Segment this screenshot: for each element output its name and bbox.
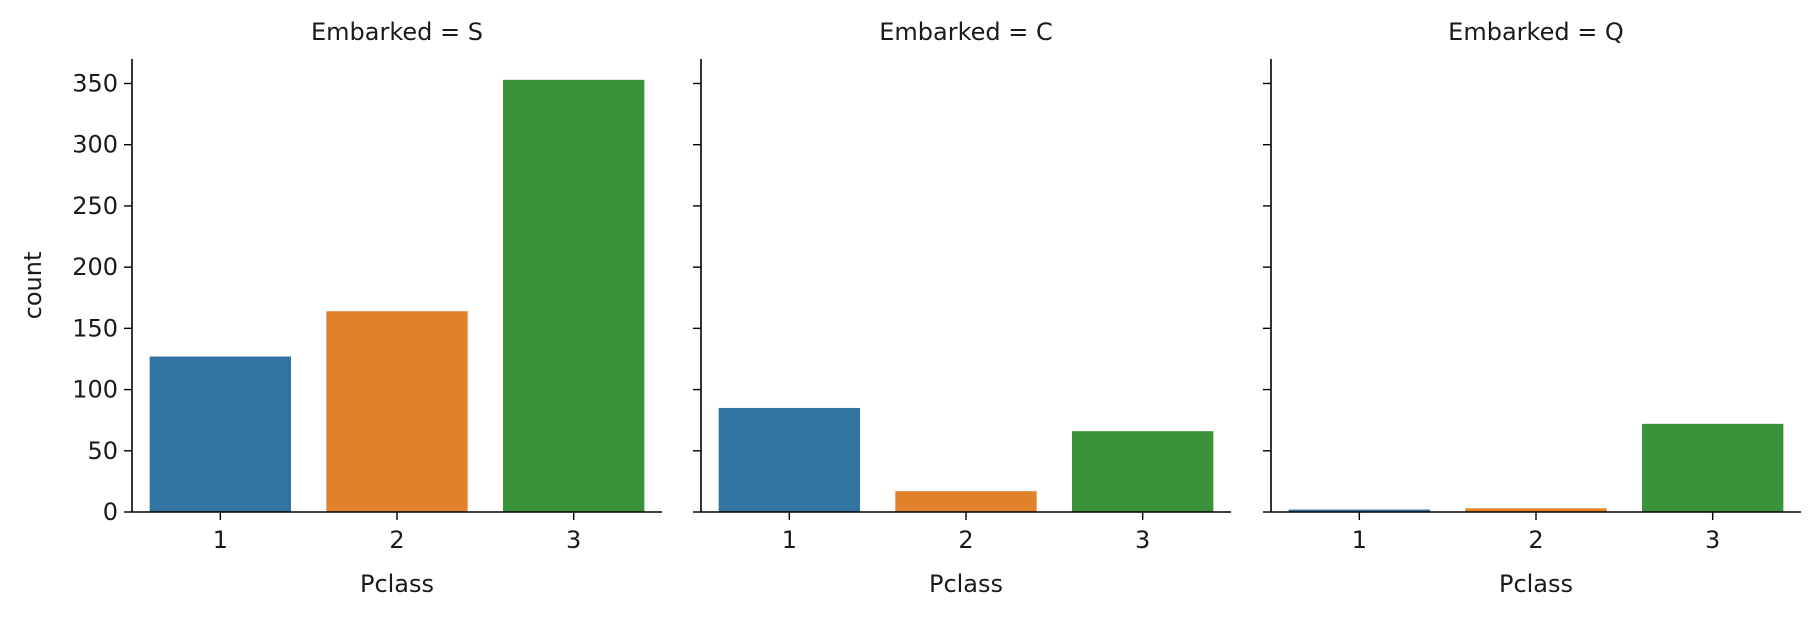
y-tick-label: 0 [103,498,118,526]
panel-title: Embarked = C [879,18,1053,46]
panel-title: Embarked = Q [1448,18,1624,46]
x-tick-label: 1 [1352,526,1367,554]
panel-title: Embarked = S [311,18,483,46]
bar-1 [149,356,291,512]
x-tick-label: 3 [566,526,581,554]
x-tick-label: 1 [213,526,228,554]
y-tick-label: 350 [72,69,118,97]
x-tick-label: 3 [1705,526,1720,554]
x-tick-label: 3 [1135,526,1150,554]
x-axis-label: Pclass [360,570,434,598]
bar-1 [718,407,860,512]
y-axis-label: count [19,252,47,320]
y-tick-label: 50 [87,437,118,465]
bar-2 [326,311,468,512]
bar-3 [1072,431,1214,512]
y-tick-label: 100 [72,376,118,404]
x-tick-label: 1 [782,526,797,554]
x-tick-label: 2 [389,526,404,554]
bar-3 [503,79,645,513]
x-axis-label: Pclass [929,570,1003,598]
y-tick-label: 250 [72,192,118,220]
x-axis-label: Pclass [1499,570,1573,598]
bar-2 [1465,508,1607,512]
y-tick-label: 200 [72,253,118,281]
y-tick-label: 150 [72,314,118,342]
x-tick-label: 2 [1528,526,1543,554]
y-tick-label: 300 [72,131,118,159]
bar-1 [1288,509,1430,512]
bar-2 [895,491,1037,512]
bar-3 [1642,423,1784,512]
x-tick-label: 2 [958,526,973,554]
